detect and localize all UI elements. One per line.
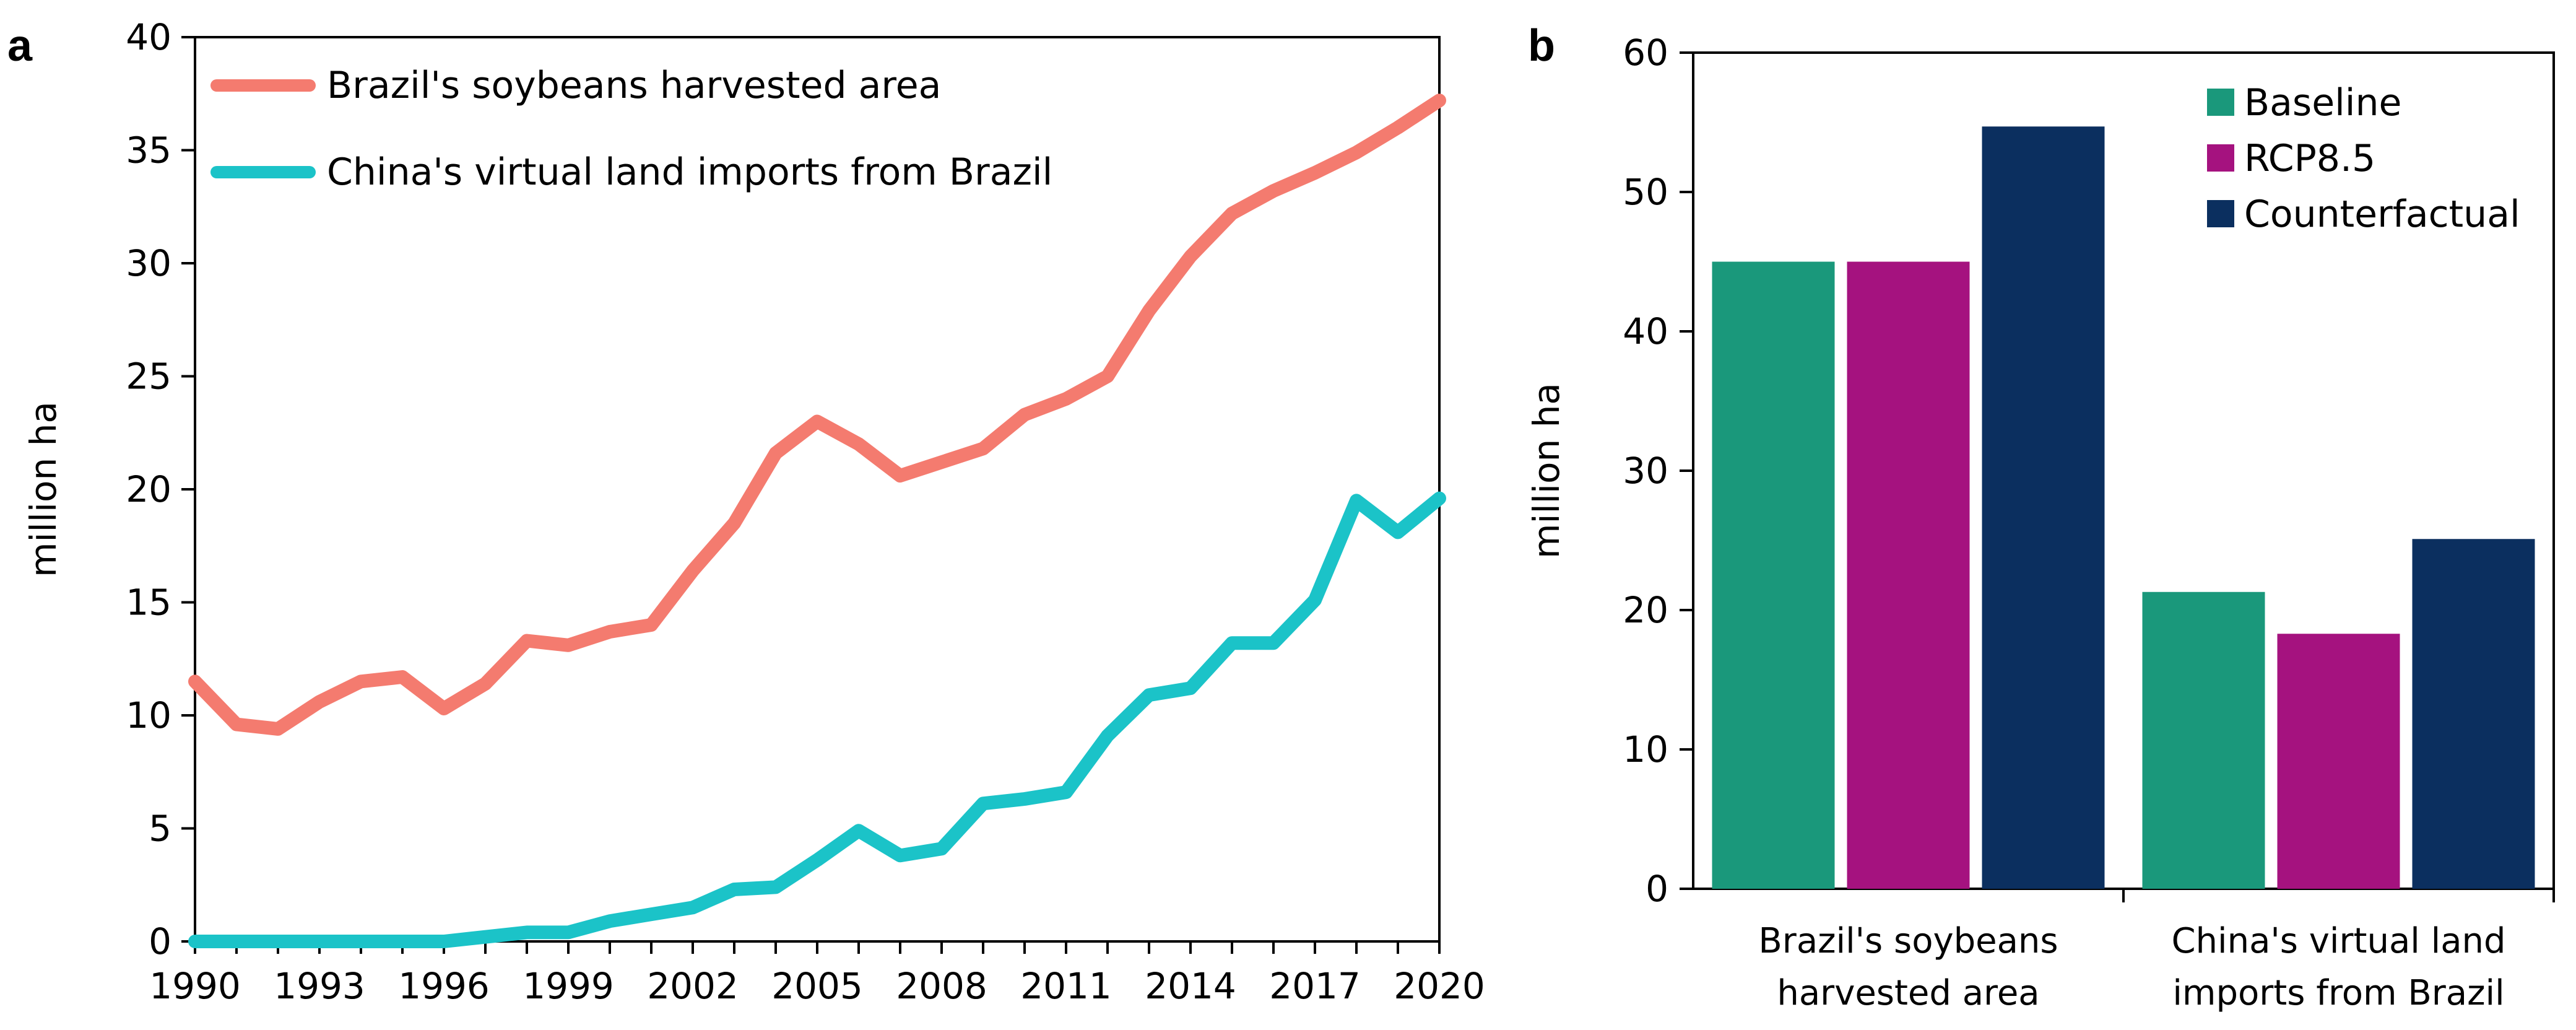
- legend-label-china: China's virtual land imports from Brazil: [327, 151, 1052, 194]
- x-tick-label: 2020: [1394, 965, 1485, 1007]
- panel-label-b: b: [1528, 21, 1555, 71]
- y-tick-label: 25: [126, 356, 171, 398]
- x-tick-label: 2005: [771, 965, 863, 1007]
- bar-baseline: [2142, 591, 2265, 889]
- category-label: Brazil's soybeans: [1758, 921, 2058, 961]
- legend: Baseline RCP8.5 Counterfactual: [2207, 81, 2520, 236]
- bar-chart: b 0 10 20 30 40 50 60 Brazil's soybeans harvest…: [1525, 21, 2555, 1013]
- legend-swatch-baseline: [2207, 89, 2234, 116]
- series-line-brazil: [188, 94, 1446, 736]
- bar-counterfactual: [2412, 539, 2535, 889]
- y-tick-label: 40: [1623, 310, 1668, 352]
- category-label: harvested area: [1777, 973, 2039, 1013]
- bar-rcp8-5: [2277, 634, 2400, 889]
- x-tick-label: 1999: [523, 965, 614, 1007]
- y-tick-label: 40: [126, 16, 171, 58]
- y-tick-label: 0: [1646, 868, 1668, 910]
- x-tick-label: 2014: [1145, 965, 1236, 1007]
- bar-rcp8-5: [1847, 261, 1970, 889]
- category-label: imports from Brazil: [2172, 973, 2504, 1013]
- bars: [1712, 126, 2535, 889]
- y-axis-title: million ha: [22, 401, 64, 577]
- panel-label-a: a: [7, 21, 33, 71]
- x-tick-label: 2011: [1020, 965, 1112, 1007]
- y-tick-label: 60: [1623, 32, 1668, 74]
- x-tick-label: 1990: [149, 965, 241, 1007]
- x-tick-label: 2017: [1269, 965, 1361, 1007]
- legend-label-brazil: Brazil's soybeans harvested area: [327, 64, 941, 107]
- legend-label-baseline: Baseline: [2244, 81, 2401, 124]
- legend: Brazil's soybeans harvested area China's…: [210, 64, 1052, 194]
- y-tick-label: 15: [126, 582, 171, 624]
- bar-baseline: [1712, 261, 1835, 889]
- series-line-china: [188, 491, 1446, 948]
- legend-swatch-counterfactual: [2207, 200, 2234, 227]
- x-axis-ticks: 1990 1993 1996 1999 2002 2005 2008 2011 2014 2017…: [149, 941, 1485, 1007]
- y-axis-title: million ha: [1525, 383, 1568, 559]
- y-tick-label: 10: [126, 694, 171, 736]
- y-tick-label: 20: [1623, 589, 1668, 631]
- bar-counterfactual: [1982, 126, 2105, 889]
- legend-label-counterfactual: Counterfactual: [2244, 193, 2520, 236]
- legend-swatch-rcp85: [2207, 144, 2234, 172]
- y-axis-ticks: 0 10 20 30 40 50 60: [1623, 32, 1693, 910]
- x-tick-label: 2002: [647, 965, 739, 1007]
- y-tick-label: 35: [126, 129, 171, 172]
- y-tick-label: 5: [149, 808, 171, 850]
- legend-label-rcp85: RCP8.5: [2244, 137, 2375, 180]
- line-chart: a 0 5 10 15 20 25 30 35 40 1990 1993 1996 1999 2002 2…: [7, 16, 1485, 1007]
- y-axis-ticks: 0 5 10 15 20 25 30 35 40: [126, 16, 195, 962]
- data-lines: [188, 94, 1446, 948]
- category-label: China's virtual land: [2171, 921, 2505, 961]
- y-tick-label: 30: [1623, 450, 1668, 492]
- category-labels: Brazil's soybeans harvested area China's v…: [1758, 889, 2555, 1013]
- x-tick-label: 2008: [896, 965, 987, 1007]
- y-tick-label: 0: [149, 920, 171, 962]
- y-tick-label: 50: [1623, 171, 1668, 213]
- x-tick-label: 1996: [398, 965, 490, 1007]
- y-tick-label: 20: [126, 468, 171, 510]
- x-tick-label: 1993: [274, 965, 365, 1007]
- y-tick-label: 10: [1623, 728, 1668, 770]
- y-tick-label: 30: [126, 242, 171, 284]
